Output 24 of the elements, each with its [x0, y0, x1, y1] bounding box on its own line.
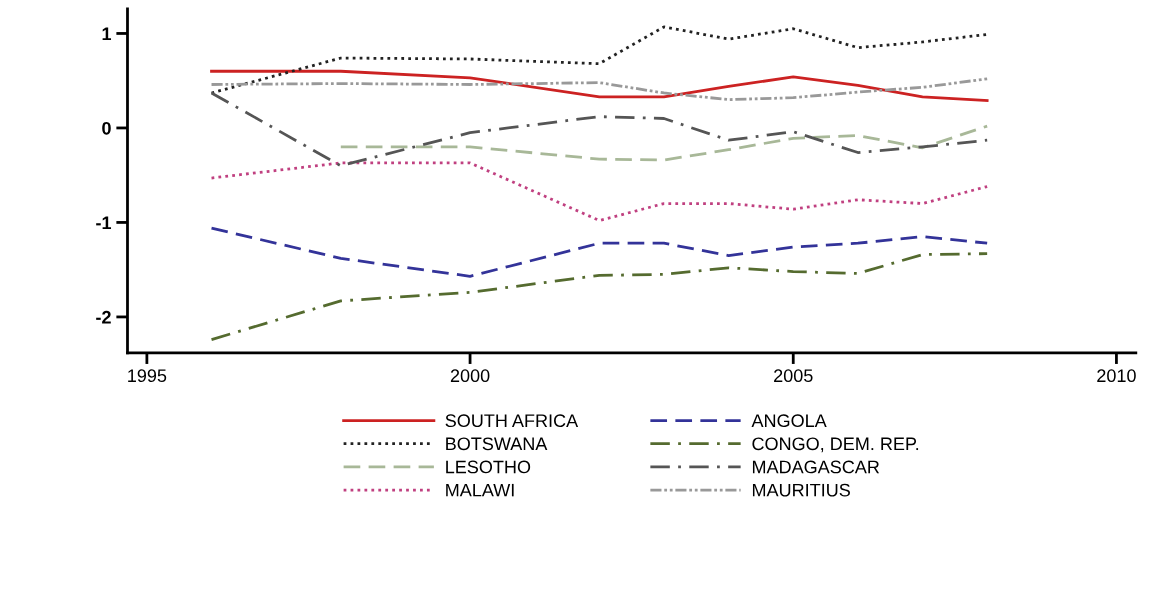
legend-label: LESOTHO [446, 460, 531, 474]
x-tick-label: 2010 [1097, 369, 1136, 383]
y-tick-label: 0 [102, 121, 111, 135]
x-tick-label: 2000 [450, 369, 490, 383]
legend-label: CONGO, DEM. REP. [752, 437, 919, 453]
y-tick-label: 1 [102, 27, 112, 40]
y-tick-label: -2 [96, 310, 111, 324]
legend-label: MAURITIUS [752, 483, 850, 497]
line-series [210, 69, 989, 102]
legend-label: SOUTH AFRICA [445, 414, 579, 428]
line-series [339, 124, 989, 162]
x-tick-label: 2005 [774, 369, 813, 383]
legend-label: MALAWI [446, 483, 514, 497]
legend-label: MADAGASCAR [752, 460, 880, 474]
line-series [210, 91, 989, 168]
line-series [210, 77, 989, 101]
legend-label: BOTSWANA [446, 437, 548, 451]
line-series [210, 161, 989, 222]
line-series [210, 252, 989, 341]
line-series [210, 226, 989, 278]
line-series [210, 25, 989, 95]
x-tick-label: 1995 [128, 369, 167, 383]
y-tick-label: -1 [96, 216, 112, 229]
legend-label: ANGOLA [751, 414, 827, 428]
